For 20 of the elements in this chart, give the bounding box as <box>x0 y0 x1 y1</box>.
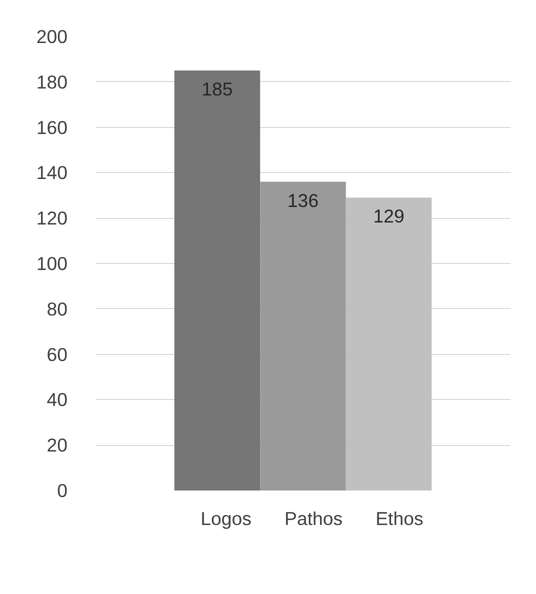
data-label: 185 <box>202 78 233 100</box>
bar <box>346 198 432 490</box>
y-tick-label: 20 <box>46 434 68 456</box>
y-tick-label: 80 <box>46 298 68 320</box>
y-tick-label: 140 <box>36 162 68 184</box>
series-label: Pathos <box>284 508 343 530</box>
y-tick-label: 40 <box>46 389 68 410</box>
bar <box>174 70 260 490</box>
y-tick-label: 120 <box>36 208 68 229</box>
series-label: Logos <box>200 508 252 530</box>
data-label: 136 <box>287 190 319 211</box>
series-label: Ethos <box>376 508 424 530</box>
y-tick-label: 200 <box>36 26 68 47</box>
y-tick-label: 0 <box>57 480 68 501</box>
bar <box>260 182 346 490</box>
data-label: 129 <box>373 206 404 227</box>
y-tick-label: 180 <box>36 71 68 92</box>
y-tick-label: 160 <box>36 116 68 138</box>
y-tick-label: 60 <box>46 344 68 365</box>
y-tick-label: 100 <box>36 253 68 274</box>
